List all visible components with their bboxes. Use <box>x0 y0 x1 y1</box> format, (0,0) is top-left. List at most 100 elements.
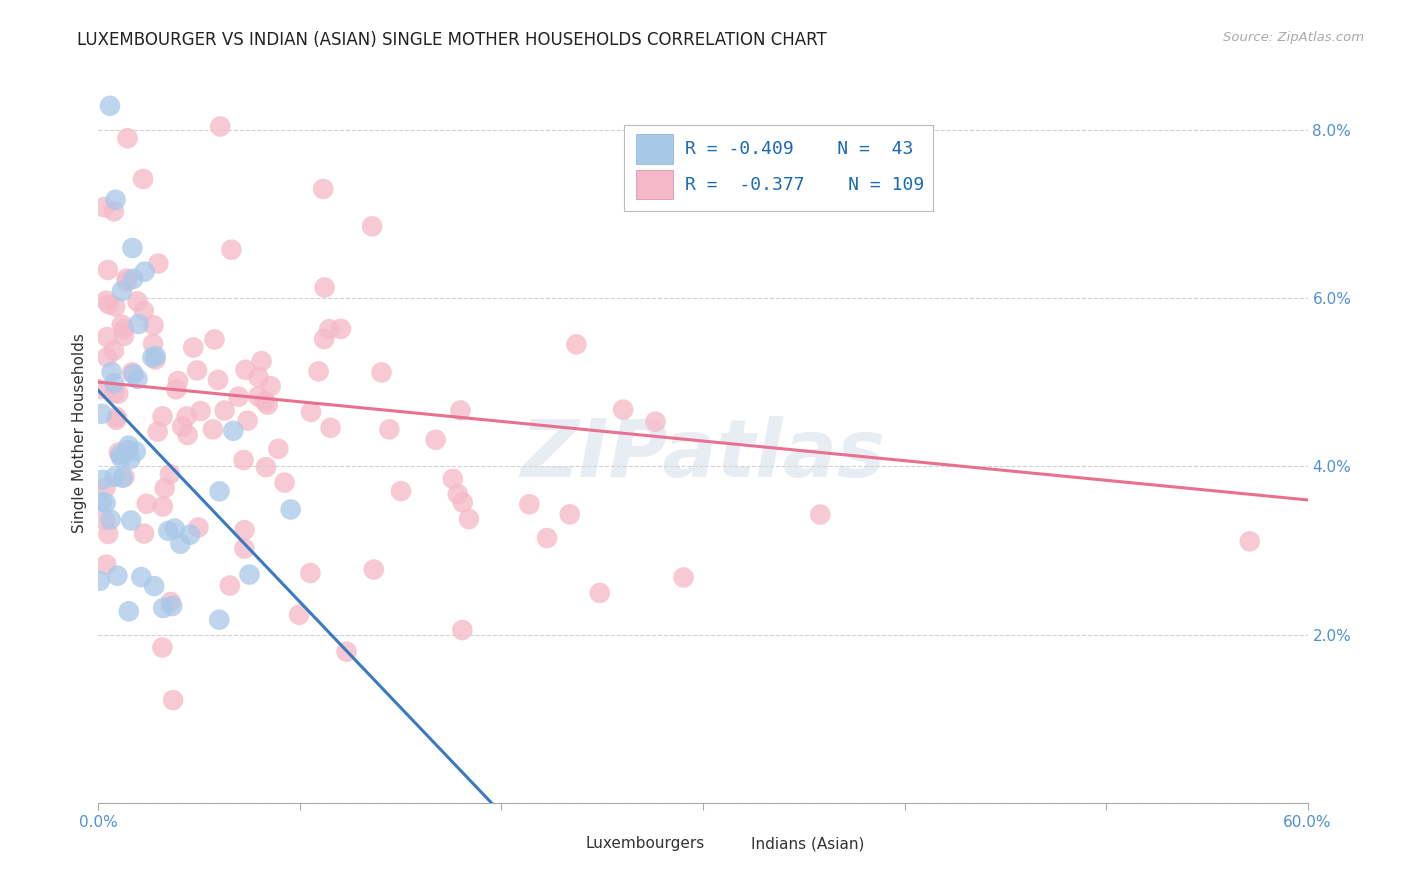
Point <box>105 409 128 424</box>
Point <box>100 365 122 379</box>
Point <box>672 570 695 584</box>
FancyBboxPatch shape <box>637 135 672 164</box>
Point <box>766 187 789 202</box>
Point <box>94 496 117 510</box>
Point <box>179 527 201 541</box>
Point <box>228 390 250 404</box>
Point <box>162 693 184 707</box>
Point <box>299 405 322 419</box>
Point <box>120 452 142 467</box>
Point <box>267 442 290 456</box>
Point <box>89 574 111 588</box>
Point <box>247 370 270 384</box>
Point <box>233 523 256 537</box>
Point <box>190 404 212 418</box>
Point <box>236 414 259 428</box>
Point <box>536 531 558 545</box>
Point <box>165 382 187 396</box>
Point <box>186 363 208 377</box>
Point <box>135 497 157 511</box>
Point <box>103 204 125 219</box>
Point <box>117 131 139 145</box>
Point <box>118 439 141 453</box>
Point <box>187 520 209 534</box>
Point <box>148 256 170 270</box>
Point <box>176 428 198 442</box>
Point <box>214 403 236 417</box>
Point <box>167 374 190 388</box>
Point <box>111 318 134 332</box>
Point <box>247 389 270 403</box>
Point <box>363 562 385 576</box>
Point <box>125 444 148 458</box>
Point <box>132 303 155 318</box>
Point <box>120 514 142 528</box>
Point <box>159 467 181 482</box>
Point <box>115 271 138 285</box>
Point <box>111 284 134 298</box>
Point <box>121 241 143 255</box>
Point <box>319 421 342 435</box>
Point <box>146 425 169 439</box>
Point <box>208 484 231 499</box>
Point <box>232 453 254 467</box>
Point <box>141 351 163 365</box>
Point <box>314 280 336 294</box>
Point <box>451 495 474 509</box>
Point <box>142 318 165 333</box>
Point <box>152 409 174 424</box>
Point <box>1239 534 1261 549</box>
FancyBboxPatch shape <box>624 126 932 211</box>
Point <box>94 513 117 527</box>
Point <box>458 512 481 526</box>
Point <box>218 578 240 592</box>
Point <box>299 566 322 580</box>
Point <box>97 297 120 311</box>
Point <box>145 349 167 363</box>
Point <box>134 265 156 279</box>
Point <box>389 484 412 499</box>
Point <box>254 460 277 475</box>
Point <box>103 343 125 358</box>
Point <box>314 332 336 346</box>
Point <box>142 336 165 351</box>
Point <box>127 317 149 331</box>
Point <box>104 193 127 207</box>
Point <box>207 373 229 387</box>
Point <box>204 333 226 347</box>
Point <box>122 272 145 286</box>
Point <box>425 433 447 447</box>
Text: Source: ZipAtlas.com: Source: ZipAtlas.com <box>1223 31 1364 45</box>
Text: Luxembourgers: Luxembourgers <box>586 836 704 851</box>
Point <box>97 263 120 277</box>
Point <box>98 99 121 113</box>
Point <box>100 512 122 526</box>
Point <box>115 275 138 289</box>
Point <box>169 537 191 551</box>
Point <box>441 472 464 486</box>
Point <box>96 330 118 344</box>
Point <box>104 300 127 314</box>
Point <box>253 394 276 409</box>
Point <box>208 613 231 627</box>
Point <box>565 337 588 351</box>
Point <box>96 350 118 364</box>
Point <box>91 494 114 508</box>
Point <box>163 522 186 536</box>
Point <box>238 567 260 582</box>
Point <box>132 526 155 541</box>
Point <box>288 607 311 622</box>
Point <box>90 407 112 421</box>
Point <box>558 508 581 522</box>
Text: R =  -0.377    N = 109: R = -0.377 N = 109 <box>685 176 924 194</box>
Point <box>370 366 392 380</box>
Point <box>150 640 173 655</box>
Point <box>808 508 831 522</box>
Point <box>118 604 141 618</box>
Point <box>97 527 120 541</box>
Point <box>308 364 330 378</box>
FancyBboxPatch shape <box>637 169 672 200</box>
Point <box>145 352 167 367</box>
Point <box>107 445 129 459</box>
Point <box>127 294 149 309</box>
